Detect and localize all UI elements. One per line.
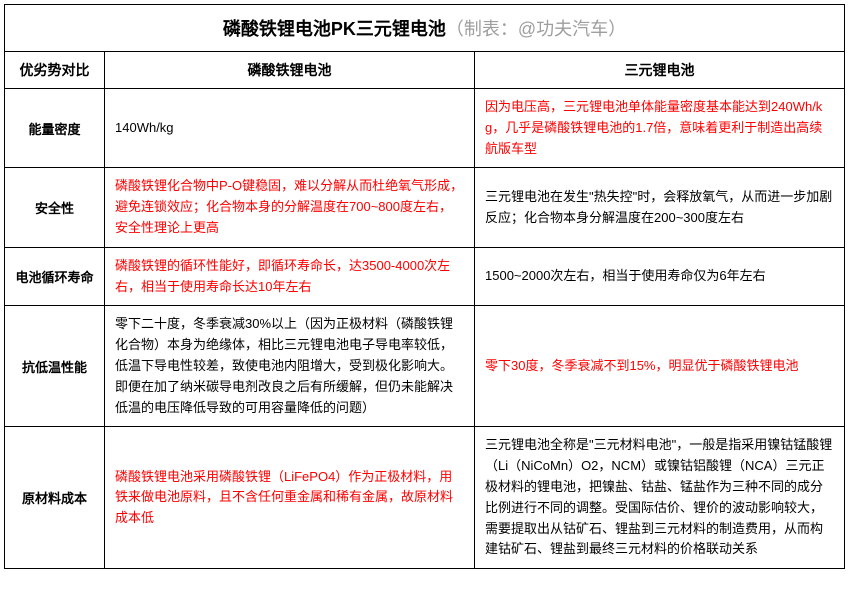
header-col1: 磷酸铁锂电池 <box>105 52 475 89</box>
ncm-text: 三元锂电池在发生"热失控"时，会释放氧气，从而进一步加剧反应；化合物本身分解温度… <box>485 189 832 225</box>
row-label: 能量密度 <box>5 89 105 168</box>
table-row: 安全性 磷酸铁锂化合物中P-O键稳固，难以分解从而杜绝氧气形成，避免连锁效应；化… <box>5 168 845 247</box>
ncm-cell: 三元锂电池全称是"三元材料电池"，一般是指采用镍钴锰酸锂（Li（NiCoMn）O… <box>475 427 845 569</box>
lfp-cell: 140Wh/kg <box>105 89 475 168</box>
table-row: 抗低温性能 零下二十度，冬季衰减30%以上（因为正极材料（磷酸铁锂化合物）本身为… <box>5 306 845 427</box>
comparison-table: 磷酸铁锂电池PK三元锂电池（制表：@功夫汽车） 优劣势对比 磷酸铁锂电池 三元锂… <box>4 4 845 569</box>
title-row: 磷酸铁锂电池PK三元锂电池（制表：@功夫汽车） <box>5 5 845 52</box>
row-label: 安全性 <box>5 168 105 247</box>
lfp-cell: 磷酸铁锂电池采用磷酸铁锂（LiFePO4）作为正极材料，用铁来做电池原料，且不含… <box>105 427 475 569</box>
ncm-text: 三元锂电池全称是"三元材料电池"，一般是指采用镍钴锰酸锂（Li（NiCoMn）O… <box>485 437 832 556</box>
lfp-text: 零下二十度，冬季衰减30%以上（因为正极材料（磷酸铁锂化合物）本身为绝缘体，相比… <box>115 316 453 414</box>
lfp-text: 140Wh/kg <box>115 120 174 135</box>
lfp-text: 磷酸铁锂电池采用磷酸铁锂（LiFePO4）作为正极材料，用铁来做电池原料，且不含… <box>115 469 453 526</box>
ncm-cell: 三元锂电池在发生"热失控"时，会释放氧气，从而进一步加剧反应；化合物本身分解温度… <box>475 168 845 247</box>
ncm-text: 1500~2000次左右，相当于使用寿命仅为6年左右 <box>485 268 766 283</box>
title-credit: （制表：@功夫汽车） <box>446 19 626 39</box>
lfp-cell: 磷酸铁锂的循环性能好，即循环寿命长，达3500-4000次左右，相当于使用寿命长… <box>105 247 475 306</box>
lfp-cell: 磷酸铁锂化合物中P-O键稳固，难以分解从而杜绝氧气形成，避免连锁效应；化合物本身… <box>105 168 475 247</box>
ncm-text: 因为电压高，三元锂电池单体能量密度基本能达到240Wh/kg，几乎是磷酸铁锂电池… <box>485 99 822 156</box>
header-row: 优劣势对比 磷酸铁锂电池 三元锂电池 <box>5 52 845 89</box>
row-label: 电池循环寿命 <box>5 247 105 306</box>
table-row: 能量密度 140Wh/kg 因为电压高，三元锂电池单体能量密度基本能达到240W… <box>5 89 845 168</box>
row-label: 抗低温性能 <box>5 306 105 427</box>
lfp-cell: 零下二十度，冬季衰减30%以上（因为正极材料（磷酸铁锂化合物）本身为绝缘体，相比… <box>105 306 475 427</box>
lfp-text: 磷酸铁锂化合物中P-O键稳固，难以分解从而杜绝氧气形成，避免连锁效应；化合物本身… <box>115 178 463 235</box>
title-main: 磷酸铁锂电池PK三元锂电池 <box>223 19 446 39</box>
row-label: 原材料成本 <box>5 427 105 569</box>
header-col2: 三元锂电池 <box>475 52 845 89</box>
ncm-cell: 1500~2000次左右，相当于使用寿命仅为6年左右 <box>475 247 845 306</box>
table-row: 电池循环寿命 磷酸铁锂的循环性能好，即循环寿命长，达3500-4000次左右，相… <box>5 247 845 306</box>
ncm-cell: 零下30度，冬季衰减不到15%，明显优于磷酸铁锂电池 <box>475 306 845 427</box>
ncm-cell: 因为电压高，三元锂电池单体能量密度基本能达到240Wh/kg，几乎是磷酸铁锂电池… <box>475 89 845 168</box>
ncm-text: 零下30度，冬季衰减不到15%，明显优于磷酸铁锂电池 <box>485 358 798 373</box>
title-cell: 磷酸铁锂电池PK三元锂电池（制表：@功夫汽车） <box>5 5 845 52</box>
table-row: 原材料成本 磷酸铁锂电池采用磷酸铁锂（LiFePO4）作为正极材料，用铁来做电池… <box>5 427 845 569</box>
header-col0: 优劣势对比 <box>5 52 105 89</box>
lfp-text: 磷酸铁锂的循环性能好，即循环寿命长，达3500-4000次左右，相当于使用寿命长… <box>115 258 450 294</box>
